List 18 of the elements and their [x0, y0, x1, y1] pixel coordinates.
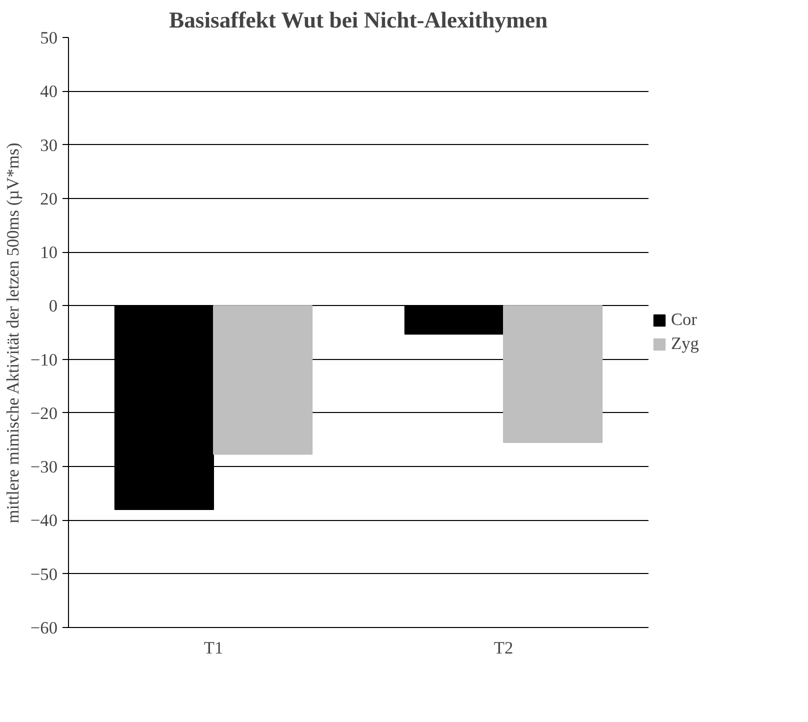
y-tick-label: −50: [30, 564, 58, 584]
legend-label: Zyg: [671, 334, 699, 354]
y-tick-label: 50: [40, 28, 58, 48]
legend-label: Cor: [671, 310, 697, 330]
x-tick-label: T1: [204, 638, 224, 658]
y-tick-label: 20: [40, 189, 58, 208]
y-tick-label: −20: [30, 404, 58, 423]
y-tick-label: 30: [40, 136, 58, 155]
y-tick-label: −10: [30, 350, 58, 370]
y-axis-title: mittlere mimische Aktivität der letzen 500ms (µV*ms): [3, 142, 22, 524]
y-tick-label: −60: [30, 618, 58, 638]
y-tick-label: −40: [30, 511, 58, 530]
chart-title: Basisaffekt Wut bei Nicht-Alexithymen: [168, 8, 548, 32]
x-tick-label: T2: [494, 638, 514, 658]
y-tick-label: 10: [40, 243, 58, 262]
y-tick-label: −30: [30, 458, 58, 477]
y-tick-label: 40: [40, 82, 58, 102]
y-tick-label: 0: [48, 296, 58, 316]
